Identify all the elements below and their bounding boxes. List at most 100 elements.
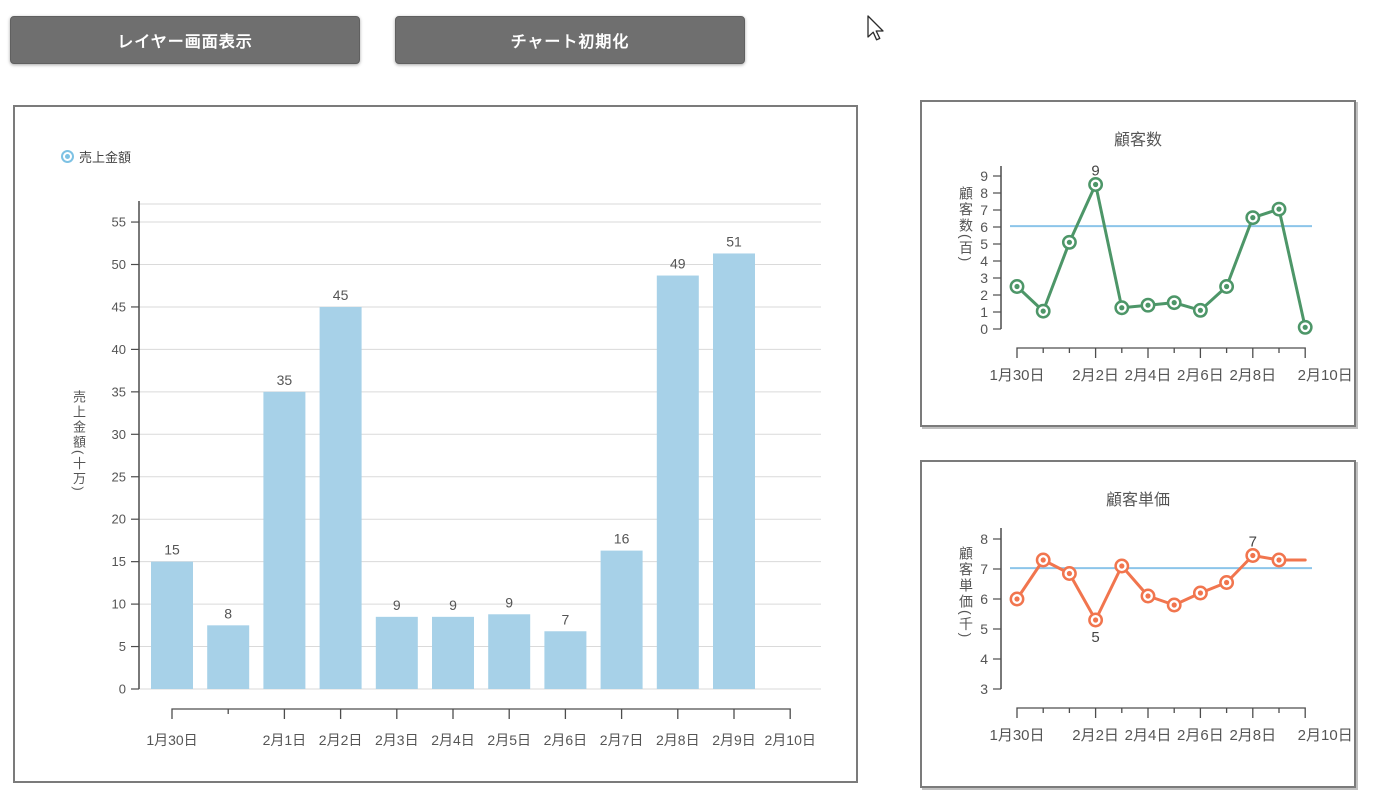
legend-marker-icon — [61, 150, 74, 163]
svg-text:10: 10 — [112, 597, 126, 612]
bar-1月31日[interactable] — [207, 625, 250, 689]
svg-text:2月3日: 2月3日 — [375, 732, 419, 748]
svg-text:8: 8 — [224, 605, 232, 621]
gridlines — [139, 203, 821, 690]
svg-text:2月10日: 2月10日 — [765, 732, 816, 748]
bar-2月7日[interactable] — [600, 550, 643, 689]
svg-text:15: 15 — [164, 542, 180, 558]
customer-count-panel: 顧客数 顧客数(百) 0 1 2 3 4 5 6 7 8 9 9 1月30日 2月2日 2月4日 2月6日 2… — [920, 100, 1356, 427]
svg-text:2月4日: 2月4日 — [1125, 727, 1172, 744]
svg-text:2月8日: 2月8日 — [1229, 367, 1276, 384]
svg-text:51: 51 — [726, 233, 742, 249]
bar-2月6日[interactable] — [544, 631, 587, 689]
svg-text:9: 9 — [449, 597, 457, 613]
svg-text:2月6日: 2月6日 — [544, 732, 588, 748]
svg-text:55: 55 — [112, 215, 126, 230]
svg-text:7: 7 — [562, 611, 570, 627]
svg-text:3: 3 — [980, 270, 988, 286]
chart-init-button[interactable]: チャート初期化 — [395, 16, 745, 64]
svg-text:9: 9 — [393, 597, 401, 613]
bars: 15 8 35 45 9 9 9 7 16 49 51 — [151, 233, 755, 689]
layer-screen-button[interactable]: レイヤー画面表示 — [10, 16, 360, 64]
svg-text:2月7日: 2月7日 — [600, 732, 644, 748]
svg-text:9: 9 — [980, 168, 988, 184]
legend-label: 売上金額 — [79, 150, 132, 165]
svg-text:49: 49 — [670, 256, 686, 272]
svg-text:2: 2 — [980, 287, 988, 303]
unit-price-line-chart: 3 4 5 6 7 8 5 7 1月30日 2月2日 2月4日 2月6日 2月8日 2月10日 — [922, 462, 1354, 786]
svg-text:25: 25 — [112, 469, 126, 484]
svg-text:6: 6 — [980, 219, 988, 235]
svg-text:16: 16 — [614, 531, 630, 547]
bar-2月3日[interactable] — [375, 616, 418, 689]
svg-text:5: 5 — [1091, 629, 1099, 646]
svg-text:2月5日: 2月5日 — [487, 732, 531, 748]
svg-text:35: 35 — [277, 372, 293, 388]
mouse-cursor-icon — [867, 15, 884, 41]
bar-2月9日[interactable] — [713, 253, 755, 689]
series-markers — [1009, 177, 1313, 335]
x-axis — [1016, 707, 1306, 718]
x-axis-labels: 1月30日 2月1日 2月2日 2月3日 2月4日 2月5日 2月6日 2月7日 2月8日 2月9… — [146, 732, 816, 748]
svg-text:2月6日: 2月6日 — [1177, 727, 1224, 744]
svg-text:5: 5 — [119, 639, 126, 654]
unit-price-y-axis-title: 顧客単価(千) — [958, 546, 974, 640]
series-line — [1015, 183, 1307, 329]
svg-text:2月10日: 2月10日 — [1298, 367, 1353, 384]
svg-text:0: 0 — [119, 682, 126, 697]
svg-text:7: 7 — [1249, 534, 1257, 551]
sales-y-axis-title: 売上金額(十万) — [71, 390, 86, 493]
svg-text:2月6日: 2月6日 — [1177, 367, 1224, 384]
svg-text:2月2日: 2月2日 — [1072, 727, 1119, 744]
unit-price-panel: 顧客単価 顧客単価(千) 3 4 5 6 7 8 5 7 1月30日 2月2日 2月4日 2月6日 2月… — [920, 460, 1356, 788]
bar-2月5日[interactable] — [488, 614, 531, 689]
svg-text:8: 8 — [980, 531, 988, 547]
bar-2月8日[interactable] — [656, 275, 699, 689]
series-markers — [1009, 548, 1287, 628]
svg-text:20: 20 — [112, 512, 126, 527]
svg-text:15: 15 — [112, 554, 126, 569]
legend-item-sales[interactable]: 売上金額 — [61, 147, 131, 166]
svg-text:7: 7 — [980, 202, 988, 218]
x-axis — [1016, 347, 1306, 358]
svg-text:2月4日: 2月4日 — [431, 732, 475, 748]
unit-price-title: 顧客単価 — [1105, 492, 1170, 509]
customer-count-y-axis-title: 顧客数(百) — [958, 186, 974, 264]
svg-text:1月30日: 1月30日 — [989, 367, 1044, 384]
bar-2月2日[interactable] — [319, 306, 362, 689]
x-axis — [171, 708, 791, 719]
svg-text:50: 50 — [112, 257, 126, 272]
svg-text:5: 5 — [980, 621, 988, 637]
sales-bar-chart: 15 8 35 45 9 9 9 7 16 49 51 0 5 10 15 20 25 30 35 40 45 50 55 1… — [15, 107, 856, 781]
bar-2月1日[interactable] — [263, 391, 306, 689]
svg-text:40: 40 — [112, 342, 126, 357]
x-axis-labels: 1月30日 2月2日 2月4日 2月6日 2月8日 2月10日 — [989, 727, 1352, 744]
x-axis-labels: 1月30日 2月2日 2月4日 2月6日 2月8日 2月10日 — [989, 367, 1352, 384]
svg-text:1: 1 — [980, 304, 988, 320]
svg-text:5: 5 — [980, 236, 988, 252]
svg-text:2月8日: 2月8日 — [1229, 727, 1276, 744]
customer-count-title: 顧客数 — [1113, 132, 1162, 149]
svg-text:0: 0 — [980, 321, 988, 337]
svg-text:35: 35 — [112, 384, 126, 399]
svg-text:1月30日: 1月30日 — [989, 727, 1044, 744]
svg-text:1月30日: 1月30日 — [146, 732, 197, 748]
svg-text:4: 4 — [980, 651, 988, 667]
svg-text:3: 3 — [980, 681, 988, 697]
svg-text:45: 45 — [333, 287, 349, 303]
bar-2月4日[interactable] — [432, 616, 474, 689]
svg-text:2月9日: 2月9日 — [712, 732, 756, 748]
svg-text:7: 7 — [980, 561, 988, 577]
svg-text:8: 8 — [980, 185, 988, 201]
sales-chart-panel: 売上金額 売上金額(十万) 15 8 35 45 9 9 9 7 16 49 51 0 5 10 15 20 2… — [13, 105, 858, 783]
svg-text:2月10日: 2月10日 — [1298, 727, 1353, 744]
svg-text:2月2日: 2月2日 — [1072, 367, 1119, 384]
svg-text:2月2日: 2月2日 — [319, 732, 363, 748]
svg-text:2月4日: 2月4日 — [1125, 367, 1172, 384]
bar-1月30日[interactable] — [151, 561, 193, 689]
svg-text:30: 30 — [112, 427, 126, 442]
host-price-canvas: 3 4 5 6 7 8 5 7 1月30日 2月2日 2月4日 2月6日 2月8日 2月10日 — [980, 528, 1353, 744]
svg-text:45: 45 — [112, 299, 126, 314]
